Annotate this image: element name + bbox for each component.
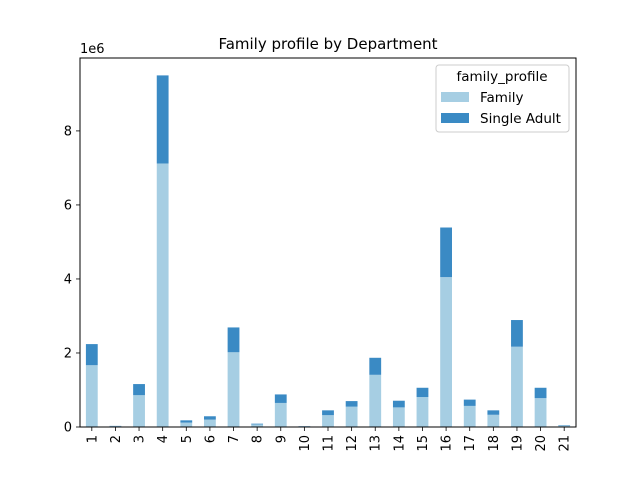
- legend-swatch-single-adult: [441, 113, 469, 123]
- x-tick-label-12: 12: [345, 435, 360, 452]
- x-tick-label-18: 18: [487, 435, 502, 452]
- legend-swatch-family: [441, 92, 469, 102]
- legend-label-single-adult: Single Adult: [480, 111, 561, 127]
- bar-family-16: [440, 277, 452, 427]
- bar-single-adult-5: [180, 420, 193, 423]
- legend: family_profile Family Single Adult: [435, 64, 570, 133]
- x-tick-label-1: 1: [85, 435, 100, 443]
- bar-family-3: [133, 395, 145, 427]
- legend-label-family: Family: [480, 90, 523, 106]
- bar-family-13: [369, 374, 382, 427]
- x-tick-label-5: 5: [180, 435, 195, 443]
- bar-single-adult-11: [322, 410, 334, 416]
- y-tick-label-8: 8: [64, 124, 72, 139]
- legend-box: [435, 64, 570, 133]
- bar-family-20: [534, 398, 547, 427]
- bar-single-adult-13: [369, 357, 382, 375]
- bar-family-5: [180, 422, 193, 427]
- y-offset-label: 1e6: [80, 42, 105, 57]
- bar-family-14: [392, 407, 405, 427]
- x-tick-label-4: 4: [156, 435, 171, 443]
- plot-frame: [79, 57, 577, 428]
- x-tick-label-8: 8: [251, 435, 266, 443]
- bar-single-adult-8: [251, 423, 264, 425]
- bar-single-adult-9: [274, 394, 287, 403]
- bar-family-17: [463, 405, 476, 427]
- bar-single-adult-18: [487, 410, 500, 415]
- bar-single-adult-19: [511, 320, 523, 347]
- y-tick-label-0: 0: [64, 421, 72, 436]
- bar-single-adult-16: [440, 227, 452, 278]
- x-tick-label-2: 2: [109, 435, 124, 443]
- bar-family-8: [251, 424, 264, 427]
- x-tick-label-13: 13: [369, 435, 384, 452]
- bar-family-21: [558, 425, 571, 427]
- x-tick-label-14: 14: [392, 435, 407, 452]
- x-tick-label-7: 7: [227, 435, 242, 443]
- bar-single-adult-7: [227, 327, 240, 353]
- bar-single-adult-4: [156, 75, 169, 164]
- x-tick-label-17: 17: [463, 435, 478, 452]
- x-tick-label-21: 21: [558, 435, 573, 452]
- bar-family-6: [204, 419, 216, 427]
- x-tick-label-10: 10: [298, 435, 313, 452]
- bar-family-19: [511, 346, 523, 427]
- x-tick-label-15: 15: [416, 435, 431, 452]
- chart-title: Family profile by Department: [218, 35, 437, 53]
- bar-family-9: [274, 402, 287, 427]
- x-tick-label-11: 11: [322, 435, 337, 452]
- x-tick-label-3: 3: [133, 435, 148, 443]
- bar-family-18: [487, 414, 500, 427]
- y-tick-label-4: 4: [64, 272, 72, 287]
- bar-family-7: [227, 352, 240, 427]
- bar-single-adult-6: [204, 416, 216, 420]
- bar-single-adult-14: [392, 400, 405, 408]
- bar-single-adult-1: [85, 344, 98, 366]
- legend-title: family_profile: [456, 69, 547, 85]
- x-tick-label-6: 6: [203, 435, 218, 443]
- y-tick-label-6: 6: [64, 198, 72, 213]
- bar-family-11: [322, 415, 334, 427]
- bar-family-12: [345, 406, 358, 427]
- bar-single-adult-20: [534, 387, 547, 399]
- bar-single-adult-3: [133, 384, 145, 396]
- x-tick-label-19: 19: [510, 435, 525, 452]
- x-tick-label-16: 16: [440, 435, 455, 452]
- bar-family-1: [85, 365, 98, 427]
- y-axis: 0 2 4 6 8: [64, 124, 80, 436]
- bar-single-adult-17: [463, 399, 476, 406]
- bar-family-4: [156, 163, 169, 427]
- x-tick-label-9: 9: [274, 435, 289, 443]
- bar-family-15: [416, 397, 429, 427]
- y-tick-label-2: 2: [64, 346, 72, 361]
- bar-single-adult-12: [345, 401, 358, 407]
- x-tick-label-20: 20: [534, 435, 549, 452]
- bars-group: [85, 75, 571, 427]
- x-axis: 1 2 3 4 5 6 7 8 9 10 11 12 13 14 15 16 17 18 19 20 21: [85, 427, 573, 452]
- bar-single-adult-15: [416, 387, 429, 398]
